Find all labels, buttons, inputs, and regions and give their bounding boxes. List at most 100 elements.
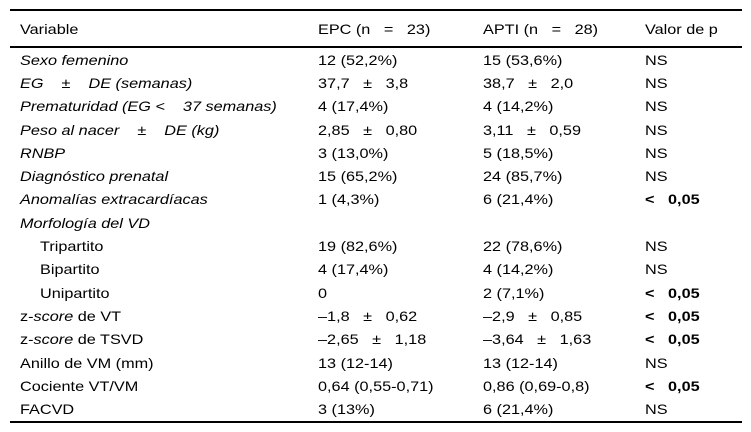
apti-cell: –3,64 ± 1,63: [483, 332, 645, 346]
variable-label-segment: FACVD: [20, 401, 75, 418]
apti-value: –2,9 ± 0,85: [483, 307, 583, 324]
table-row: EG ± DE (semanas) 37,7 ± 3,8 38,7 ± 2,0 …: [10, 71, 742, 94]
variable-label: RNBP: [20, 146, 65, 160]
variable-cell: Cociente VT/VM: [10, 379, 318, 393]
pvalue-value: NS: [645, 121, 668, 138]
pvalue-value: NS: [645, 51, 668, 68]
epc-cell: 3 (13,0%): [318, 146, 483, 160]
pvalue-cell: < 0,05: [645, 286, 742, 300]
apti-cell: [483, 216, 645, 230]
epc-value: 37,7 ± 3,8: [318, 74, 409, 91]
table-row: Prematuridad (EG < 37 semanas) 4 (17,4%)…: [10, 95, 742, 118]
pvalue-cell: < 0,05: [645, 379, 742, 393]
apti-cell: 22 (78,6%): [483, 239, 645, 253]
table-row: Peso al nacer ± DE (kg) 2,85 ± 0,80 3,11…: [10, 118, 742, 141]
apti-value: 0,86 (0,69-0,8): [483, 377, 590, 394]
apti-value: 13 (12-14): [483, 354, 558, 371]
variable-cell: Anillo de VM (mm): [10, 356, 318, 370]
variable-cell: Peso al nacer ± DE (kg): [10, 123, 318, 137]
table-row: Unipartito 0 2 (7,1%) < 0,05: [10, 281, 742, 304]
pvalue-value: < 0,05: [645, 191, 700, 208]
table-row: z-score de TSVD –2,65 ± 1,18 –3,64 ± 1,6…: [10, 328, 742, 351]
epc-cell: 2,85 ± 0,80: [318, 123, 483, 137]
pvalue-cell: NS: [645, 239, 742, 253]
epc-value: 19 (82,6%): [318, 238, 398, 255]
variable-label: Prematuridad (EG < 37 semanas): [20, 99, 277, 113]
epc-value: 12 (52,2%): [318, 51, 398, 68]
apti-cell: 5 (18,5%): [483, 146, 645, 160]
variable-label-segment: score: [33, 331, 74, 348]
epc-value: 13 (12-14): [318, 354, 393, 371]
pvalue-value: NS: [645, 354, 668, 371]
pvalue-cell: NS: [645, 123, 742, 137]
variable-label: Morfología del VD: [20, 216, 150, 230]
apti-value: 15 (53,6%): [483, 51, 563, 68]
variable-label-segment: z-: [20, 307, 34, 324]
variable-label-segment: Prematuridad (EG < 37 semanas): [20, 98, 277, 115]
apti-value: 2 (7,1%): [483, 284, 545, 301]
epc-cell: 37,7 ± 3,8: [318, 76, 483, 90]
apti-cell: 0,86 (0,69-0,8): [483, 379, 645, 393]
variable-label-segment: Morfología del VD: [20, 214, 150, 231]
variable-cell: z-score de TSVD: [10, 332, 318, 346]
apti-cell: 15 (53,6%): [483, 53, 645, 67]
pvalue-value: NS: [645, 238, 668, 255]
apti-value: 6 (21,4%): [483, 401, 554, 418]
variable-cell: Sexo femenino: [10, 53, 318, 67]
epc-value: 1 (4,3%): [318, 191, 380, 208]
variable-cell: Morfología del VD: [10, 216, 318, 230]
pvalue-cell: < 0,05: [645, 309, 742, 323]
variable-cell: RNBP: [10, 146, 318, 160]
apti-cell: 2 (7,1%): [483, 286, 645, 300]
variable-label: EG ± DE (semanas): [20, 76, 192, 90]
table-row: FACVD 3 (13%) 6 (21,4%) NS: [10, 397, 742, 420]
column-header-pvalue-label: Valor de p: [645, 20, 718, 37]
variable-cell: Diagnóstico prenatal: [10, 169, 318, 183]
epc-value: 0,64 (0,55-0,71): [318, 377, 434, 394]
table-row: Sexo femenino 12 (52,2%) 15 (53,6%) NS: [10, 48, 742, 71]
epc-value: 3 (13,0%): [318, 144, 389, 161]
table-body: Sexo femenino 12 (52,2%) 15 (53,6%) NS E…: [10, 48, 742, 421]
table-row: RNBP 3 (13,0%) 5 (18,5%) NS: [10, 141, 742, 164]
apti-value: 6 (21,4%): [483, 191, 554, 208]
apti-cell: –2,9 ± 0,85: [483, 309, 645, 323]
pvalue-cell: NS: [645, 99, 742, 113]
table-row: Anomalías extracardíacas 1 (4,3%) 6 (21,…: [10, 188, 742, 211]
variable-label: Tripartito: [40, 239, 103, 253]
pvalue-value: NS: [645, 144, 668, 161]
epc-cell: 12 (52,2%): [318, 53, 483, 67]
variable-label-segment: EG ± DE (semanas): [20, 74, 193, 91]
epc-value: –2,65 ± 1,18: [318, 331, 427, 348]
variable-cell: Prematuridad (EG < 37 semanas): [10, 99, 318, 113]
epc-value: 15 (65,2%): [318, 168, 398, 185]
apti-cell: 4 (14,2%): [483, 262, 645, 276]
apti-cell: 38,7 ± 2,0: [483, 76, 645, 90]
variable-label: Diagnóstico prenatal: [20, 169, 168, 183]
epc-cell: –2,65 ± 1,18: [318, 332, 483, 346]
epc-value: 2,85 ± 0,80: [318, 121, 418, 138]
variable-label: z-score de TSVD: [20, 332, 143, 346]
variable-label-segment: de VT: [73, 307, 122, 324]
variable-label: z-score de VT: [20, 309, 121, 323]
apti-cell: 24 (85,7%): [483, 169, 645, 183]
pvalue-cell: NS: [645, 169, 742, 183]
pvalue-value: < 0,05: [645, 377, 700, 394]
variable-cell: Bipartito: [10, 262, 318, 276]
variable-label-segment: Diagnóstico prenatal: [20, 168, 169, 185]
table-header: Variable EPC (n = 23) APTI (n = 28) Valo…: [10, 11, 742, 48]
epc-cell: 0: [318, 286, 483, 300]
column-header-epc: EPC (n = 23): [318, 22, 483, 36]
table-row: Bipartito 4 (17,4%) 4 (14,2%) NS: [10, 258, 742, 281]
variable-label-segment: Anomalías extracardíacas: [20, 191, 208, 208]
column-header-epc-label: EPC (n = 23): [318, 20, 431, 37]
epc-cell: 0,64 (0,55-0,71): [318, 379, 483, 393]
variable-label-segment: z-: [20, 331, 34, 348]
table-row: Morfología del VD: [10, 211, 742, 234]
table-row: z-score de VT –1,8 ± 0,62 –2,9 ± 0,85 < …: [10, 304, 742, 327]
apti-cell: 6 (21,4%): [483, 402, 645, 416]
column-header-apti: APTI (n = 28): [483, 22, 645, 36]
epc-cell: [318, 216, 483, 230]
pvalue-cell: NS: [645, 262, 742, 276]
variable-label: Cociente VT/VM: [20, 379, 138, 393]
